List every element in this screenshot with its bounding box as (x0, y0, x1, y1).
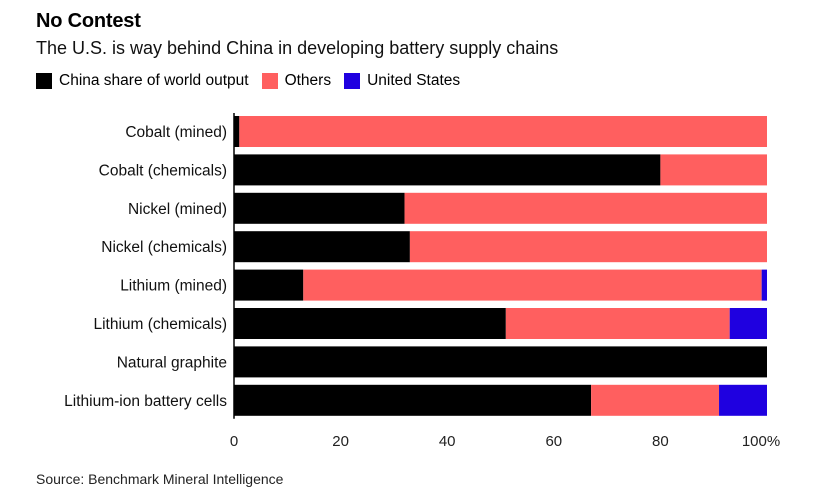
bar-lithium-chemicals-china-share-of-world-output (234, 308, 506, 339)
category-label-cobalt-chemicals: Cobalt (chemicals) (99, 162, 227, 179)
legend-label-china: China share of world output (59, 72, 249, 89)
bar-lithium-ion-battery-cells-others (591, 384, 720, 416)
bar-cobalt-mined-china-share-of-world-output (234, 116, 240, 147)
legend-item-united-states: United States (344, 71, 460, 91)
x-tick-label-0: 0 (230, 433, 238, 450)
chart-title: No Contest (36, 10, 141, 32)
bar-lithium-ion-battery-cells-united-states (719, 384, 767, 416)
chart-subtitle: The U.S. is way behind China in developi… (36, 38, 559, 58)
category-label-natural-graphite: Natural graphite (117, 354, 227, 371)
legend-item-others: Others (261, 71, 332, 91)
bar-nickel-mined-others (404, 192, 767, 224)
x-tick-label-40: 40 (439, 433, 456, 450)
category-label-cobalt-mined: Cobalt (mined) (125, 124, 227, 141)
legend-swatch-others (261, 73, 278, 89)
bar-cobalt-mined-others (239, 116, 767, 147)
legend-label-united-states: United States (367, 72, 461, 89)
category-label-nickel-mined: Nickel (mined) (128, 201, 227, 218)
source-note: Source: Benchmark Mineral Intelligence (36, 471, 284, 487)
bar-nickel-chemicals-china-share-of-world-output (234, 231, 410, 263)
bar-natural-graphite-china-share-of-world-output (234, 346, 767, 378)
bar-lithium-ion-battery-cells-china-share-of-world-output (234, 384, 592, 416)
legend-item-china: China share of world output (36, 71, 249, 91)
bar-lithium-chemicals-united-states (729, 308, 767, 339)
legend-label-others: Others (284, 72, 332, 89)
bar-lithium-mined-others (303, 269, 762, 301)
chart-legend: China share of world output Others Unite… (36, 71, 473, 91)
stacked-bar-chart: Cobalt (mined) Cobalt (chemicals) Nickel (… (64, 113, 780, 450)
bar-nickel-mined-china-share-of-world-output (234, 192, 405, 224)
category-label-lithium-mined: Lithium (mined) (120, 278, 227, 295)
bar-cobalt-chemicals-china-share-of-world-output (234, 154, 661, 186)
category-label-nickel-chemicals: Nickel (chemicals) (101, 239, 227, 256)
bar-nickel-chemicals-others (409, 231, 767, 263)
bar-cobalt-chemicals-others (660, 154, 767, 186)
x-tick-label-80: 80 (652, 433, 669, 450)
bar-lithium-mined-united-states (761, 269, 767, 301)
legend-swatch-china (36, 73, 52, 89)
legend-swatch-united-states (344, 73, 361, 89)
x-tick-label-20: 20 (332, 433, 349, 450)
bar-lithium-mined-china-share-of-world-output (234, 269, 304, 301)
category-label-lithium-ion-battery-cells: Lithium-ion battery cells (64, 393, 227, 410)
x-tick-label-60: 60 (545, 433, 562, 450)
x-tick-label-100: 100% (742, 433, 780, 450)
category-label-lithium-chemicals: Lithium (chemicals) (93, 316, 227, 333)
bar-lithium-chemicals-others (505, 308, 730, 339)
